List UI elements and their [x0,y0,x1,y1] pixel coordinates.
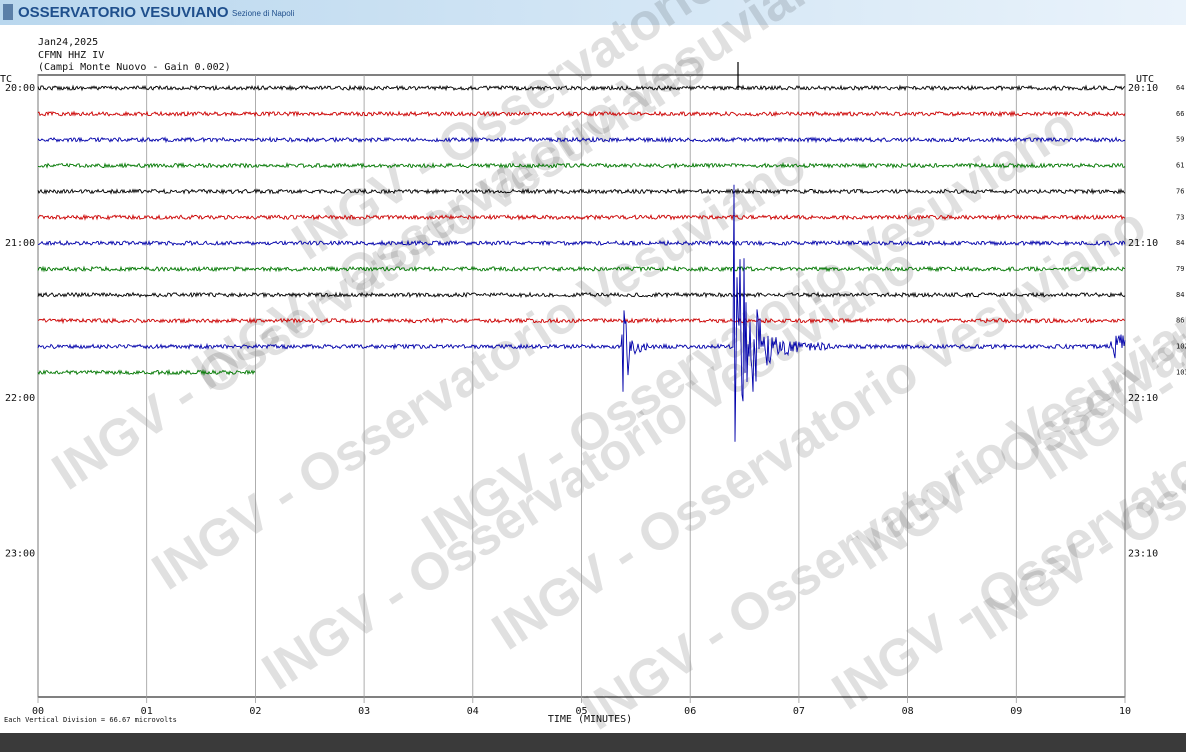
station: CFMN HHZ IV [38,50,104,61]
scale-note: Each Vertical Division = 66.67 microvolt… [4,716,177,724]
trace [37,84,1126,92]
right-edge-value: 73 [1176,213,1184,221]
right-edge-value: 86 [1176,317,1184,325]
left-time: 22:00 [5,393,35,404]
right-axis-title: UTC [1136,74,1154,85]
right-edge-value: 103 [1176,368,1186,376]
labels: 00 01 02 03 04 05 06 07 08 09 10 20:00 20:10 21:00 21:… [5,83,1186,717]
x-tick-label: 05 [575,706,587,717]
trace [37,135,1126,144]
date: Jan24,2025 [38,37,98,48]
x-tick-label: 06 [684,706,696,717]
x-tick-label: 01 [141,706,153,717]
left-time: 21:00 [5,238,35,249]
header-bar [0,0,1186,25]
x-tick-label: 02 [249,706,261,717]
x-axis-title: TIME (MINUTES) [548,714,632,725]
right-edge-value: 84 [1176,239,1184,247]
trace [37,291,1126,299]
trace [37,265,1126,273]
trace [37,184,1126,442]
trace [37,239,1126,247]
right-time: 21:10 [1128,238,1158,249]
x-tick-label: 04 [467,706,479,717]
right-time: 23:10 [1128,548,1158,559]
right-edge-value: 102 [1176,343,1186,351]
bottom-bar [0,733,1186,752]
grid [37,75,1126,703]
x-tick-label: 00 [32,706,44,717]
site: (Campi Monte Nuovo - Gain 0.002) [38,62,231,73]
right-edge-value: 79 [1176,265,1184,273]
right-edge-value: 59 [1176,136,1184,144]
x-tick-label: 10 [1119,706,1131,717]
x-tick-label: 03 [358,706,370,717]
trace [37,368,256,376]
right-edge-value: 84 [1176,291,1184,299]
right-edge-value: 66 [1176,110,1184,118]
left-time: 20:00 [5,83,35,94]
left-axis-title: UTC [0,74,12,85]
header-subtitle: Sezione di Napoli [232,9,294,18]
right-edge-value: 61 [1176,162,1184,170]
trace [37,316,1126,325]
x-tick-label: 08 [902,706,914,717]
right-time: 20:10 [1128,83,1158,94]
logo [3,4,13,20]
x-tick-label: 09 [1010,706,1022,717]
header-title: OSSERVATORIO VESUVIANO [18,4,229,21]
trace [37,187,1126,195]
trace [37,161,1126,170]
right-edge-value: 76 [1176,187,1184,195]
x-tick-label: 07 [793,706,805,717]
right-time: 22:10 [1128,393,1158,404]
trace [37,110,1126,118]
left-time: 23:00 [5,548,35,559]
right-edge-value: 64 [1176,84,1184,92]
trace [37,213,1126,221]
traces [37,84,1126,442]
